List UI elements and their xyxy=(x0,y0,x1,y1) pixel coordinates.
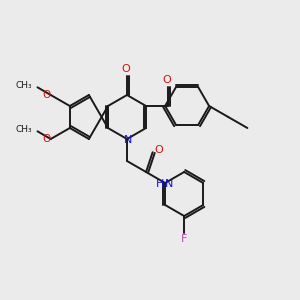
Text: CH₃: CH₃ xyxy=(16,125,32,134)
Text: O: O xyxy=(154,145,163,155)
Text: O: O xyxy=(43,134,51,144)
Text: O: O xyxy=(163,75,171,85)
Text: F: F xyxy=(181,233,187,244)
Text: N: N xyxy=(165,179,173,189)
Text: H: H xyxy=(156,179,164,189)
Text: O: O xyxy=(43,90,51,100)
Text: CH₃: CH₃ xyxy=(16,81,32,90)
Text: N: N xyxy=(124,135,132,145)
Text: O: O xyxy=(122,64,130,74)
